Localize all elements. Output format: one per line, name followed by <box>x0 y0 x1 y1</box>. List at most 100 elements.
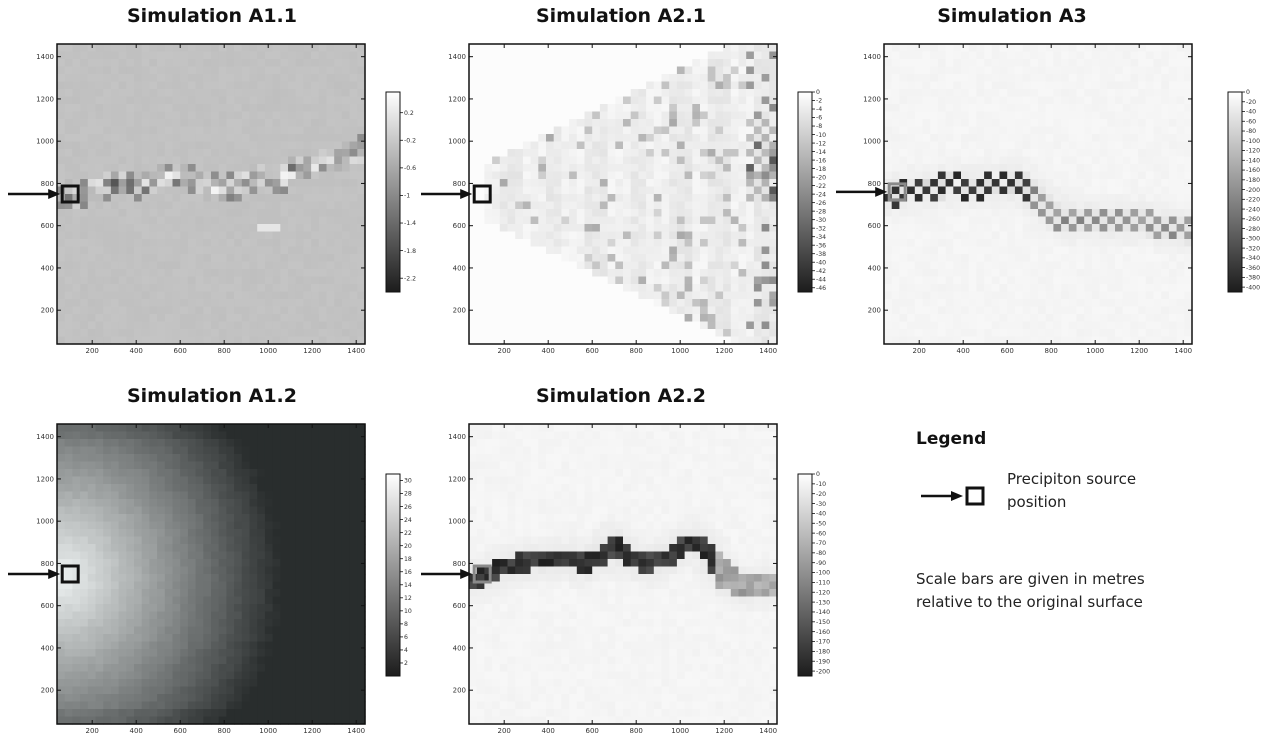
heatmap-cell <box>64 119 73 128</box>
heatmap-cell <box>326 321 335 330</box>
heatmap-cell <box>684 246 693 255</box>
heatmap-cell <box>623 164 632 173</box>
heatmap-cell <box>653 299 663 308</box>
heatmap-cell <box>522 74 532 83</box>
heatmap-cell <box>553 209 562 218</box>
heatmap-cell <box>669 224 678 233</box>
heatmap-cell <box>615 59 624 68</box>
heatmap-cell <box>218 66 227 75</box>
heatmap-cell <box>126 141 135 150</box>
heatmap-cell <box>707 164 716 173</box>
heatmap-cell <box>264 51 274 60</box>
heatmap-cell <box>187 231 197 240</box>
heatmap-cell <box>1045 321 1054 330</box>
heatmap-cell <box>515 171 524 180</box>
heatmap-cell <box>1068 141 1078 150</box>
heatmap-cell <box>715 291 724 300</box>
heatmap-cell <box>576 74 586 83</box>
heatmap-cell <box>64 261 73 270</box>
heatmap-cell <box>522 239 532 248</box>
heatmap-cell <box>318 194 328 203</box>
heatmap-cell <box>1161 321 1170 330</box>
heatmap-cell <box>203 209 212 218</box>
heatmap-cell <box>1007 269 1016 278</box>
heatmap-cell <box>134 239 143 248</box>
heatmap-cell <box>538 224 547 233</box>
heatmap-cell <box>538 164 547 173</box>
heatmap-cell <box>561 246 570 255</box>
heatmap-cell <box>1091 224 1101 233</box>
heatmap-cell <box>264 231 274 240</box>
heatmap-cell <box>991 321 1001 330</box>
heatmap-cell <box>1099 59 1108 68</box>
heatmap-cell <box>653 141 663 150</box>
heatmap-cell <box>599 81 609 90</box>
heatmap-cell <box>126 44 135 53</box>
heatmap-cell <box>769 314 778 323</box>
heatmap-cell <box>615 89 624 98</box>
heatmap-cell <box>64 224 73 233</box>
colorbar-tick-label: -0.2 <box>404 137 416 144</box>
heatmap-cell <box>110 269 120 278</box>
heatmap-cell <box>976 216 985 225</box>
heatmap-cell <box>72 336 81 345</box>
heatmap-cell <box>187 261 197 270</box>
heatmap-cell <box>615 134 624 143</box>
heatmap-cell <box>95 201 104 210</box>
heatmap-cell <box>1099 299 1108 308</box>
heatmap-cell <box>110 149 120 158</box>
heatmap-cell <box>234 291 243 300</box>
heatmap-cell <box>761 111 770 120</box>
heatmap-cell <box>172 269 181 278</box>
heatmap-cell <box>264 156 274 165</box>
heatmap-cell <box>64 134 73 143</box>
heatmap-cell <box>311 314 320 323</box>
heatmap-cell <box>280 51 289 60</box>
heatmap-cell <box>561 149 570 158</box>
heatmap-cell <box>211 96 220 105</box>
heatmap-cell <box>553 126 562 135</box>
heatmap-cell <box>661 126 670 135</box>
heatmap-cell <box>318 149 328 158</box>
heatmap-cell <box>80 81 89 90</box>
heatmap-cell <box>1030 261 1039 270</box>
heatmap-cell <box>241 149 251 158</box>
heatmap-cell <box>103 51 112 60</box>
heatmap-cell <box>334 111 343 120</box>
heatmap-cell <box>311 291 320 300</box>
heatmap-cell <box>484 254 493 263</box>
heatmap-cell <box>700 134 709 143</box>
heatmap-cell <box>1145 119 1155 128</box>
heatmap-cell <box>576 59 586 68</box>
heatmap-cell <box>57 126 66 135</box>
heatmap-cell <box>661 314 670 323</box>
heatmap-cell <box>546 329 555 338</box>
heatmap-cell <box>561 89 570 98</box>
heatmap-cell <box>1115 254 1124 263</box>
heatmap-cell <box>561 141 570 150</box>
heatmap-cell <box>1014 51 1024 60</box>
heatmap-cell <box>684 111 693 120</box>
heatmap-cell <box>984 201 993 210</box>
heatmap-cell <box>1115 126 1124 135</box>
heatmap-cell <box>1130 201 1139 210</box>
heatmap-cell <box>761 216 770 225</box>
heatmap-cell <box>95 261 104 270</box>
heatmap-cell <box>280 254 289 263</box>
heatmap-cell <box>515 209 524 218</box>
heatmap-cell <box>576 164 586 173</box>
heatmap-cell <box>1145 209 1155 218</box>
heatmap-cell <box>1053 231 1062 240</box>
heatmap-cell <box>730 216 740 225</box>
heatmap-cell <box>1138 284 1147 293</box>
heatmap-cell <box>1038 254 1047 263</box>
heatmap-cell <box>623 104 632 113</box>
heatmap-cell <box>164 254 174 263</box>
heatmap-cell <box>1168 134 1178 143</box>
heatmap-cell <box>945 209 954 218</box>
heatmap-cell <box>1153 149 1162 158</box>
heatmap-cell <box>334 284 343 293</box>
heatmap-cell <box>584 209 593 218</box>
heatmap-cell <box>1061 111 1070 120</box>
heatmap-cell <box>999 194 1008 203</box>
